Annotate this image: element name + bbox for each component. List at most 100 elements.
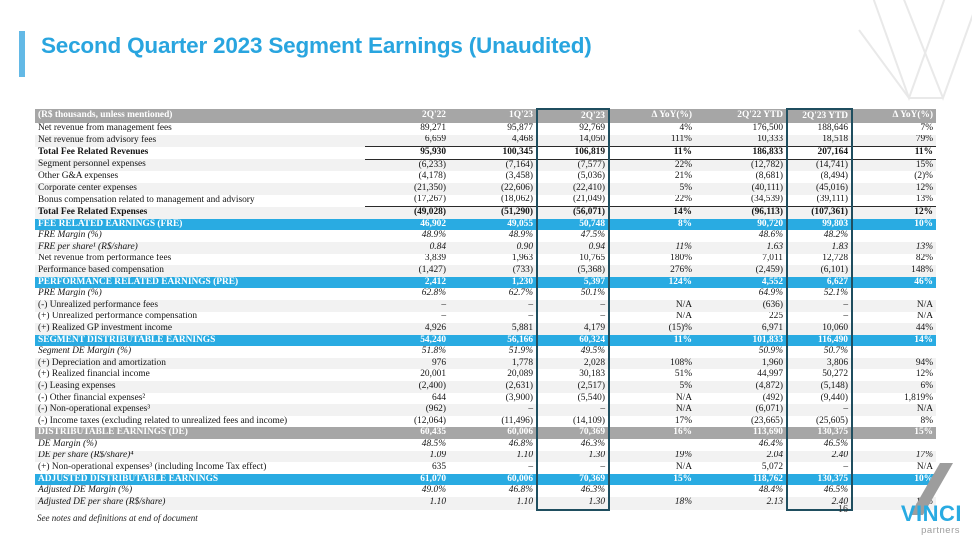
row-label: DE Margin (%) xyxy=(38,439,98,449)
cell: 0.84 xyxy=(365,241,449,254)
table-row: PRE Margin (%) 62.8% 62.7% 50.1% 64.9% 52.1% xyxy=(35,288,936,300)
cell: 15% xyxy=(852,159,936,172)
cell: – xyxy=(449,404,537,416)
table-row: DE Margin (%) 48.5% 46.8% 46.3% 46.4% 46.5% xyxy=(35,439,936,451)
cell: 49,055 xyxy=(449,218,537,231)
cell: 130,375 xyxy=(786,427,853,440)
cell: (5,368) xyxy=(536,265,610,277)
cell: 49.0% xyxy=(421,485,446,496)
cell: (492) xyxy=(762,392,783,403)
cell: N/A xyxy=(916,311,933,322)
cell: – xyxy=(536,404,610,416)
cell xyxy=(609,485,695,497)
cell: (22,606) xyxy=(449,182,537,195)
cell: 46.8% xyxy=(508,485,533,496)
cell: 6% xyxy=(852,381,936,393)
cell: 116,490 xyxy=(786,334,853,347)
cell: (18,062) xyxy=(449,194,537,208)
row-label: PERFORMANCE RELATED EARNINGS (PRE) xyxy=(35,276,365,289)
cell: 46% xyxy=(852,276,936,289)
cell: 90,720 xyxy=(695,218,787,231)
row-label: Net revenue from advisory fees xyxy=(35,134,365,147)
cell: 1,819% xyxy=(904,392,933,403)
cell: 56,166 xyxy=(449,334,537,347)
cell: 1,963 xyxy=(511,253,533,264)
table-row: (-) Non-operational expenses³ (962) – – N/A(… xyxy=(35,404,936,416)
cell: 46.3% xyxy=(536,439,610,451)
cell: 30,183 xyxy=(536,369,610,382)
cell: 1.10 xyxy=(365,497,449,510)
cell: 51% xyxy=(674,369,692,380)
cell: 18% xyxy=(609,497,695,510)
cell xyxy=(852,288,936,300)
cell: 6,971 xyxy=(695,323,787,335)
cell: (23,665) xyxy=(750,415,783,426)
cell: (25,605) xyxy=(786,415,853,428)
cell: 62.8% xyxy=(421,288,446,299)
row-label: Total Fee Related Expenses xyxy=(35,206,365,219)
cell: (636) xyxy=(695,299,787,312)
table-row: Bonus compensation related to management… xyxy=(35,194,936,208)
title-accent-bar xyxy=(19,31,25,77)
cell xyxy=(852,346,936,358)
table-row: ADJUSTED DISTRIBUTABLE EARNINGS 61,070 60,… xyxy=(35,473,936,486)
cell: 79% xyxy=(852,134,936,148)
table-header-row: (R$ thousands, unless mentioned) 2Q'22 1Q'… xyxy=(35,108,936,123)
cell: 2.13 xyxy=(695,497,787,510)
table-row: Net revenue from performance fees 3,839 1,… xyxy=(35,253,936,266)
row-label: Segment personnel expenses xyxy=(35,159,365,172)
row-label: DISTRIBUTABLE EARNINGS (DE) xyxy=(35,427,365,440)
cell: 130,375 xyxy=(786,473,853,486)
cell: (40,111) xyxy=(695,182,787,195)
cell: 5,072 xyxy=(761,462,783,473)
row-label: PRE Margin (%) xyxy=(38,288,102,299)
cell: 2.04 xyxy=(695,450,787,463)
table-row: (-) Unrealized performance fees – – – N/A (63… xyxy=(35,299,936,312)
table-row: Segment DE Margin (%) 51.8% 51.9% 49.5% 50.9… xyxy=(35,346,936,358)
cell: 111% xyxy=(609,134,695,148)
cell: 635 xyxy=(431,462,446,473)
table-row: (+) Non-operational expenses³ (including… xyxy=(35,462,936,474)
cell: 276% xyxy=(609,265,695,277)
cell: 14,050 xyxy=(536,134,610,148)
cell: (6,071) xyxy=(695,404,787,416)
cell: – xyxy=(786,462,853,474)
cell: 47.5% xyxy=(536,230,610,242)
footnote: See notes and definitions at end of docu… xyxy=(37,513,198,523)
table-row: (-) Income taxes (excluding related to u… xyxy=(35,415,936,428)
vinci-v-watermark-icon xyxy=(858,0,972,101)
cell: 124% xyxy=(609,276,695,289)
cell: 101,833 xyxy=(695,334,787,347)
cell: (733) xyxy=(449,265,537,277)
cell: 95,877 xyxy=(507,123,533,133)
column-header: (R$ thousands, unless mentioned) xyxy=(35,109,365,123)
cell: – xyxy=(441,311,446,322)
row-label: (-) Other financial expenses² xyxy=(38,392,146,403)
cell: 1,778 xyxy=(449,357,537,370)
cell: (1,427) xyxy=(365,265,449,277)
cell: 50.1% xyxy=(536,288,610,300)
column-header: Δ YoY(%) xyxy=(609,109,695,123)
cell: – xyxy=(365,299,449,312)
cell: 95,930 xyxy=(365,146,449,160)
row-label: DE per share (R$/share)⁴ xyxy=(35,450,365,463)
row-label: Segment DE Margin (%) xyxy=(38,346,132,357)
cell: 10,333 xyxy=(695,134,787,148)
cell: 50,272 xyxy=(786,369,853,382)
page-title: Second Quarter 2023 Segment Earnings (Un… xyxy=(41,33,592,58)
cell: 50.7% xyxy=(786,346,853,358)
cell: (4,178) xyxy=(418,171,446,182)
cell: – xyxy=(536,299,610,312)
cell: (17,267) xyxy=(365,194,449,208)
cell: (962) xyxy=(365,404,449,416)
cell: 1.10 xyxy=(449,497,537,510)
cell: 46.5% xyxy=(786,439,853,451)
earnings-table: (R$ thousands, unless mentioned) 2Q'22 1Q'… xyxy=(35,108,936,511)
cell: 48.5% xyxy=(421,439,446,449)
table-row: PERFORMANCE RELATED EARNINGS (PRE) 2,412 1… xyxy=(35,276,936,289)
cell: 0.90 xyxy=(449,241,537,254)
table-row: Other G&A expenses (4,178) (3,458) (5,036) 2… xyxy=(35,171,936,183)
cell: (5,148) xyxy=(786,381,853,393)
cell: – xyxy=(536,462,610,474)
cell: (15)% xyxy=(609,323,695,335)
